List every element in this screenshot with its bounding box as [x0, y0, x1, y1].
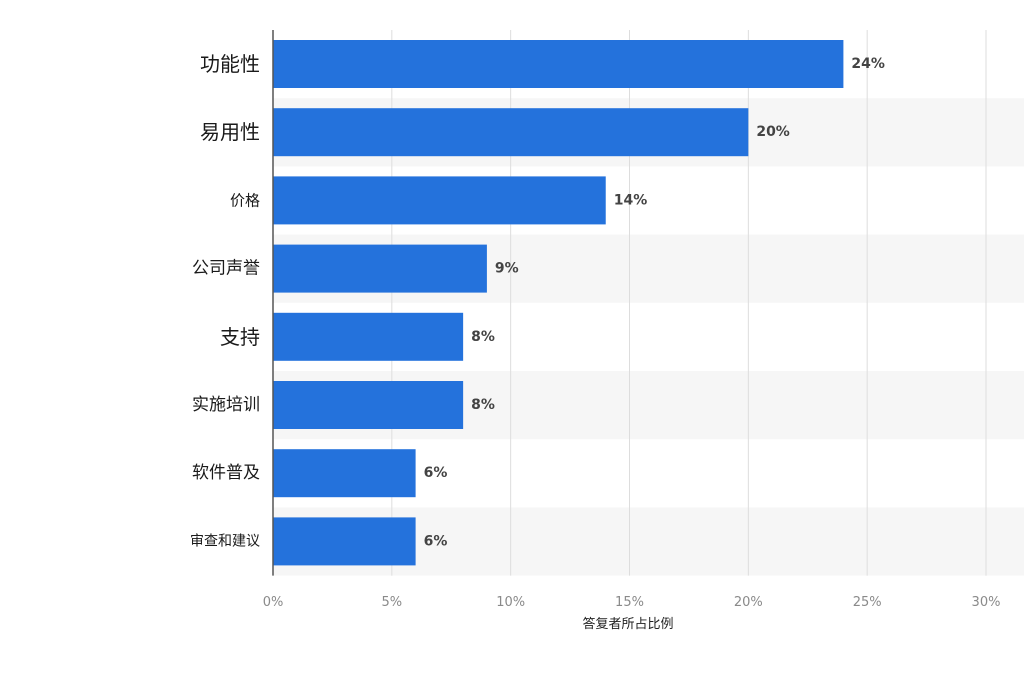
bar — [273, 517, 416, 566]
bar — [273, 449, 416, 498]
bar — [273, 108, 749, 157]
category-label: 审查和建议 — [190, 533, 260, 549]
category-label: 功能性 — [200, 52, 260, 76]
data-label: 6% — [424, 533, 448, 549]
bars — [273, 40, 844, 566]
x-tick-label: 10% — [496, 595, 525, 610]
x-tick-label: 15% — [615, 595, 644, 610]
data-label: 14% — [614, 192, 648, 208]
x-tick-label: 0% — [263, 595, 284, 610]
data-label: 8% — [471, 397, 495, 413]
data-label: 9% — [495, 261, 519, 277]
bar — [273, 244, 487, 293]
x-tick-label: 30% — [972, 595, 1001, 610]
x-axis-title: 答复者所占比例 — [582, 616, 673, 632]
x-tick-label: 25% — [853, 595, 882, 610]
data-label: 6% — [424, 465, 448, 481]
bar — [273, 381, 464, 429]
bar — [273, 40, 844, 88]
bar — [273, 312, 464, 361]
category-label: 公司声誉 — [192, 259, 260, 279]
x-tick-label: 20% — [734, 595, 763, 610]
category-label: 支持 — [220, 325, 260, 349]
data-labels: 24% 20% 14% 9% 8% 8% 6% 6% — [424, 56, 885, 549]
category-label: 实施培训 — [192, 395, 260, 415]
category-label: 易用性 — [200, 120, 260, 144]
category-label: 价格 — [230, 191, 260, 209]
data-label: 8% — [471, 329, 495, 345]
category-label: 软件普及 — [192, 463, 260, 483]
x-tick-labels: 0% 5% 10% 15% 20% 25% 30% — [263, 595, 1001, 610]
data-label: 24% — [851, 56, 885, 72]
x-tick-label: 5% — [382, 595, 403, 610]
data-label: 20% — [756, 124, 790, 140]
bar — [273, 176, 606, 225]
